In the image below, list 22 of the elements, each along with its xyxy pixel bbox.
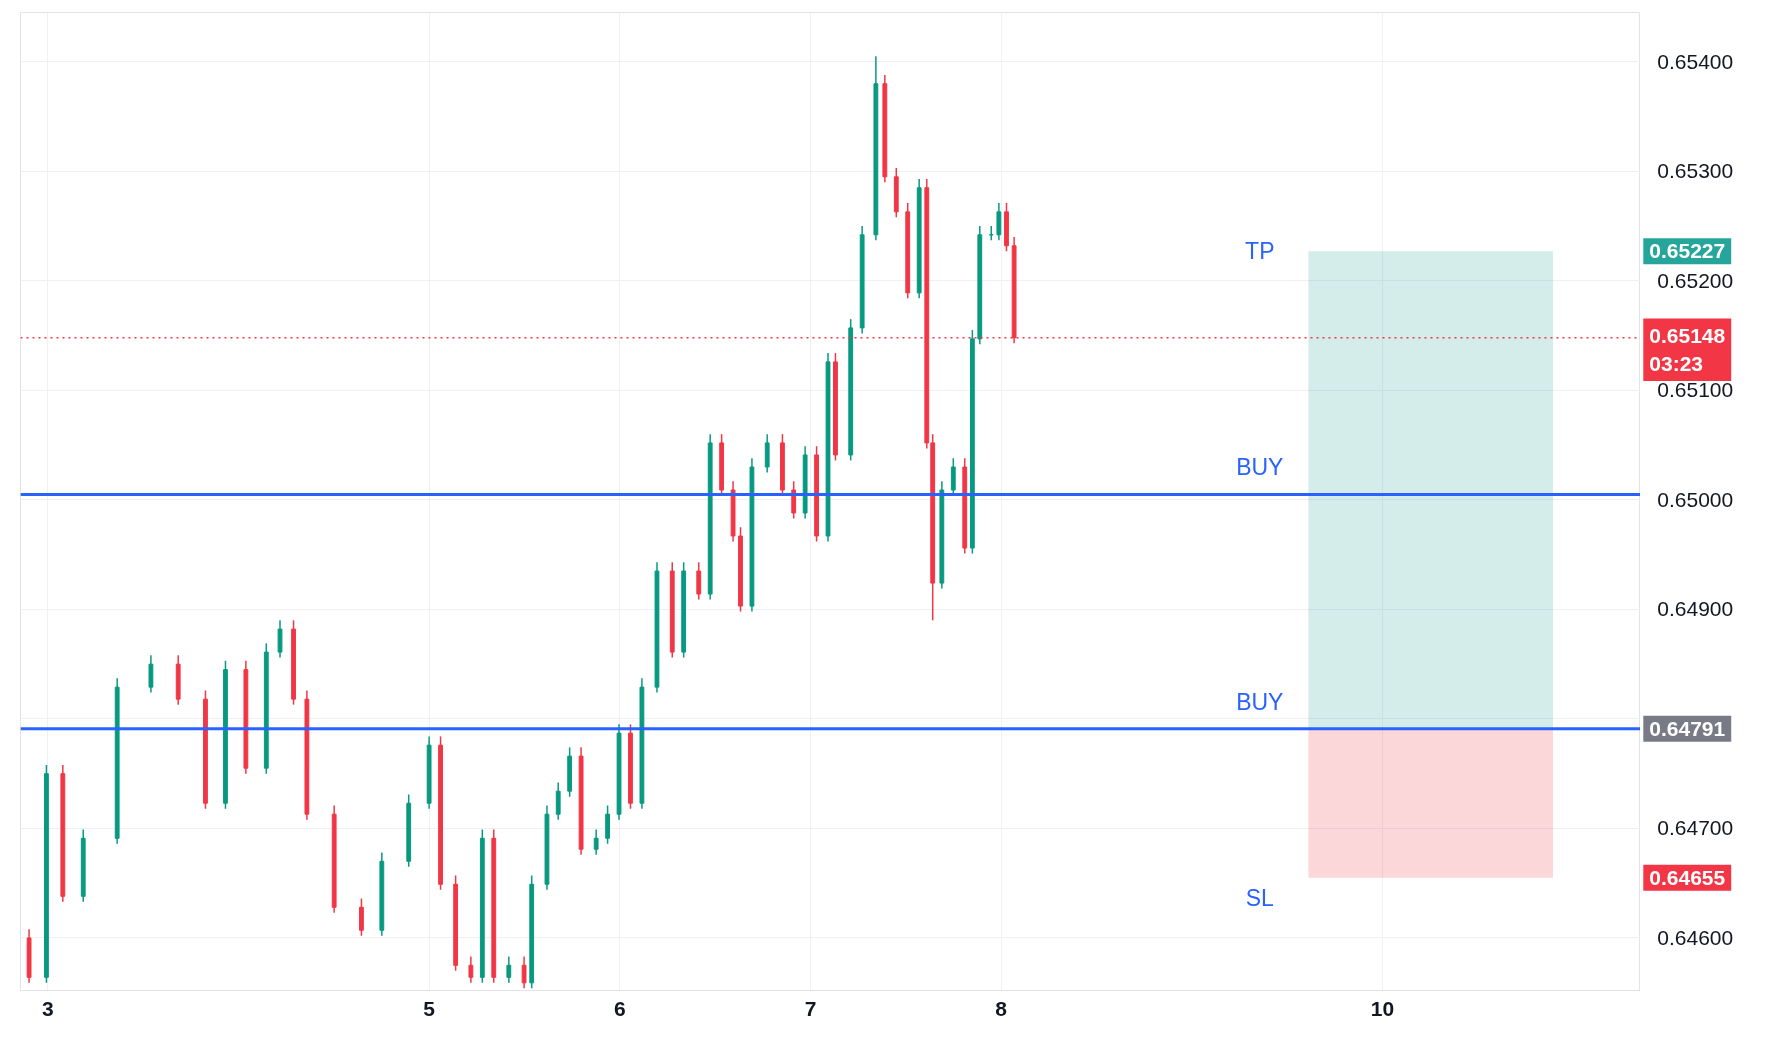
ref-line-label: BUY [1236,454,1284,481]
y-tick-label: 0.65000 [1657,487,1734,511]
text: 0.64791 [1649,716,1726,740]
x-tick-label: 6 [613,996,626,1020]
y-tick-label: 0.65400 [1657,49,1734,73]
text: 0.65227 [1649,239,1726,263]
y-tick-label: 0.65100 [1657,378,1734,402]
y-tick-label: 0.65200 [1657,268,1734,292]
x-tick-label: 7 [804,996,817,1020]
text: 0.64655 [1649,865,1726,889]
band-label: SL [1245,884,1275,911]
y-tick-label: 0.64900 [1657,597,1734,621]
band-label: TP [1245,238,1275,265]
y-tick-label: 0.65300 [1657,159,1734,183]
y-tick-label: 0.64700 [1657,816,1734,840]
x-tick-label: 10 [1370,996,1395,1020]
x-tick-label: 3 [41,996,54,1020]
x-tick-label: 5 [423,996,436,1020]
ref-line-label: 0.65148 03:23 [1649,324,1726,376]
x-tick-label: 8 [995,996,1008,1020]
y-tick-label: 0.64600 [1657,925,1734,949]
ref-line-label: BUY [1236,688,1284,715]
